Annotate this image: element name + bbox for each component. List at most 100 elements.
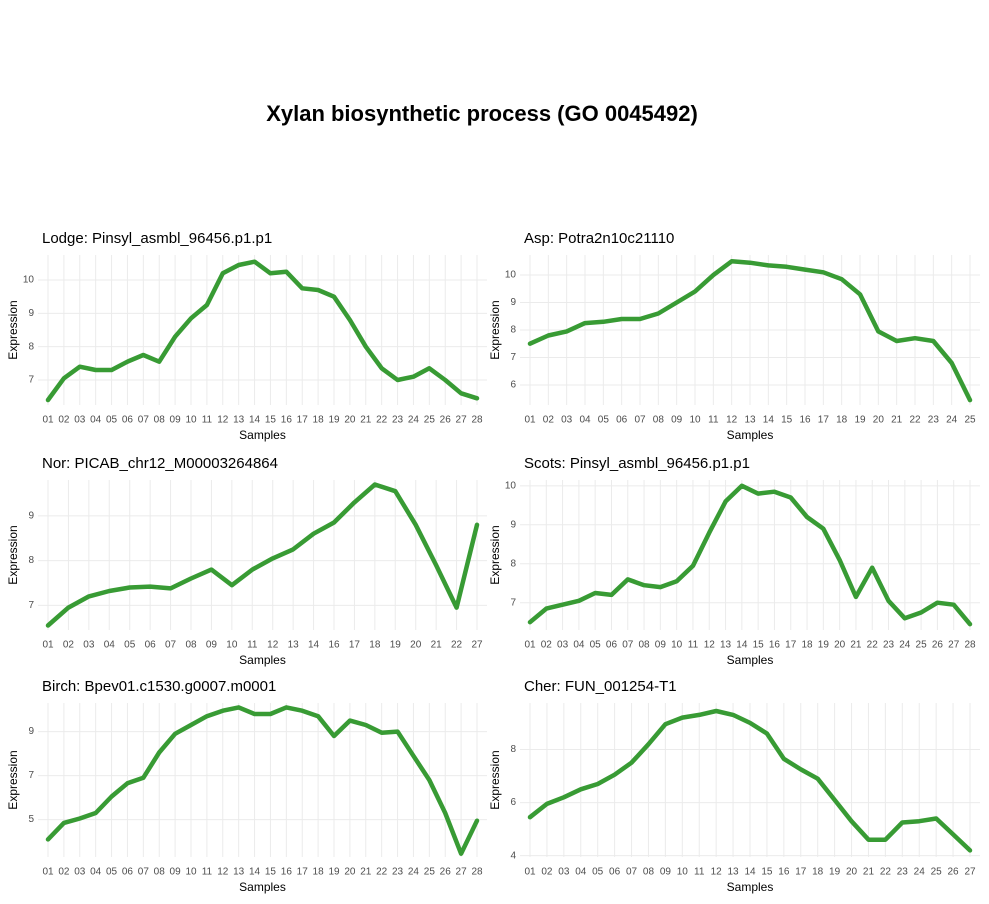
x-tick-label: 02 [58, 867, 70, 878]
y-tick-label: 6 [510, 380, 516, 391]
x-tick-label: 25 [931, 867, 943, 878]
y-axis-title: Expression [6, 300, 20, 359]
x-tick-label: 19 [328, 415, 340, 426]
x-tick-label: 21 [431, 640, 443, 651]
x-axis-title: Samples [727, 653, 774, 667]
x-tick-label: 11 [202, 415, 213, 426]
x-tick-label: 17 [818, 415, 830, 426]
x-tick-label: 16 [778, 867, 790, 878]
x-tick-label: 10 [226, 640, 238, 651]
x-tick-label: 24 [899, 640, 911, 651]
x-tick-label: 10 [671, 640, 683, 651]
y-tick-label: 5 [28, 814, 34, 825]
x-tick-label: 26 [932, 640, 944, 651]
x-tick-label: 28 [471, 867, 483, 878]
x-tick-label: 11 [247, 640, 258, 651]
y-tick-label: 9 [28, 308, 34, 319]
x-tick-label: 02 [541, 640, 553, 651]
x-tick-label: 18 [313, 415, 325, 426]
x-tick-label: 25 [424, 867, 436, 878]
x-tick-label: 01 [42, 640, 54, 651]
x-tick-label: 05 [124, 640, 136, 651]
line [45, 259, 480, 403]
x-tick-label: 02 [63, 640, 75, 651]
y-tick-label: 7 [510, 352, 516, 363]
y-tick-label: 10 [505, 480, 517, 491]
y-tick-label: 9 [510, 519, 516, 530]
x-tick-label: 04 [579, 415, 591, 426]
x-tick-label: 19 [818, 640, 830, 651]
x-tick-label: 09 [170, 867, 182, 878]
x-tick-label: 08 [643, 867, 655, 878]
x-tick-label: 19 [328, 867, 340, 878]
y-tick-label: 9 [510, 297, 516, 308]
x-tick-label: 15 [265, 415, 277, 426]
x-tick-label: 27 [964, 867, 976, 878]
x-tick-label: 10 [185, 867, 197, 878]
x-tick-label: 22 [376, 415, 388, 426]
x-tick-label: 21 [863, 867, 875, 878]
x-tick-label: 13 [233, 415, 245, 426]
figure-title: Xylan biosynthetic process (GO 0045492) [266, 101, 698, 126]
x-tick-label: 22 [880, 867, 892, 878]
x-tick-label: 07 [626, 867, 638, 878]
x-tick-label: 16 [281, 415, 293, 426]
x-tick-label: 04 [90, 867, 102, 878]
y-tick-label: 6 [510, 797, 516, 808]
y-axis-title: Expression [488, 300, 502, 359]
y-tick-label: 8 [510, 325, 516, 336]
x-tick-label: 20 [344, 415, 356, 426]
x-tick-label: 17 [785, 640, 797, 651]
y-tick-label: 10 [505, 270, 517, 281]
x-tick-label: 11 [688, 640, 699, 651]
x-tick-label: 21 [850, 640, 862, 651]
x-tick-label: 14 [763, 415, 775, 426]
x-tick-label: 25 [916, 640, 928, 651]
x-tick-label: 23 [928, 415, 940, 426]
x-tick-label: 15 [761, 867, 773, 878]
x-tick-label: 05 [592, 867, 604, 878]
x-tick-label: 02 [541, 867, 553, 878]
y-tick-label: 7 [28, 375, 34, 386]
x-tick-label: 19 [854, 415, 866, 426]
panel-title: Lodge: Pinsyl_asmbl_96456.p1.p1 [42, 230, 272, 247]
x-tick-label: 24 [408, 415, 420, 426]
x-tick-label: 11 [694, 867, 705, 878]
x-tick-label: 13 [288, 640, 300, 651]
x-tick-label: 09 [671, 415, 683, 426]
x-tick-label: 20 [873, 415, 885, 426]
x-tick-label: 22 [376, 867, 388, 878]
x-tick-label: 08 [653, 415, 665, 426]
x-tick-label: 14 [249, 867, 261, 878]
line [527, 483, 973, 627]
x-tick-label: 01 [524, 867, 536, 878]
x-tick-label: 06 [122, 415, 134, 426]
line [45, 482, 480, 628]
x-tick-label: 14 [736, 640, 748, 651]
panel-title: Scots: Pinsyl_asmbl_96456.p1.p1 [524, 455, 750, 472]
x-axis-title: Samples [239, 428, 286, 442]
x-tick-label: 17 [795, 867, 807, 878]
x-tick-label: 24 [914, 867, 926, 878]
x-tick-label: 07 [138, 415, 150, 426]
x-axis-title: Samples [239, 653, 286, 667]
x-tick-label: 07 [165, 640, 177, 651]
x-tick-label: 26 [440, 867, 452, 878]
x-tick-label: 24 [408, 867, 420, 878]
x-tick-label: 20 [834, 640, 846, 651]
panel-title: Cher: FUN_001254-T1 [524, 678, 677, 695]
x-tick-label: 01 [524, 640, 536, 651]
x-tick-label: 19 [829, 867, 841, 878]
x-tick-label: 15 [781, 415, 793, 426]
x-tick-label: 13 [744, 415, 756, 426]
x-tick-label: 03 [557, 640, 569, 651]
x-tick-label: 13 [720, 640, 732, 651]
x-tick-label: 03 [74, 415, 86, 426]
x-tick-label: 23 [883, 640, 895, 651]
x-tick-label: 15 [753, 640, 765, 651]
x-tick-label: 13 [728, 867, 740, 878]
y-tick-label: 8 [28, 341, 34, 352]
x-tick-label: 21 [360, 867, 372, 878]
x-tick-label: 16 [769, 640, 781, 651]
x-tick-label: 15 [265, 867, 277, 878]
